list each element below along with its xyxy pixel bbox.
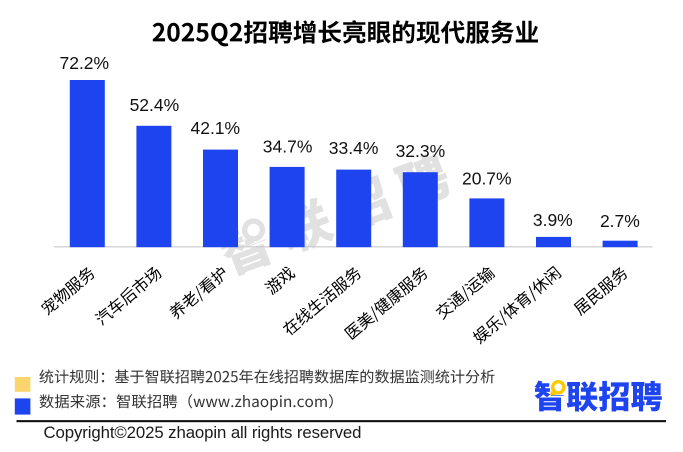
svg-text:34.7%: 34.7% [263,136,313,156]
svg-text:2.7%: 2.7% [600,211,640,231]
svg-text:Copyright©2025 zhaopin all rig: Copyright©2025 zhaopin all rights reserv… [44,423,362,442]
svg-text:72.2%: 72.2% [59,53,109,73]
svg-text:20.7%: 20.7% [462,169,512,189]
svg-text:33.4%: 33.4% [329,138,379,158]
svg-text:42.1%: 42.1% [190,118,240,138]
svg-text:32.3%: 32.3% [396,141,446,161]
svg-text:3.9%: 3.9% [533,210,573,230]
svg-text:52.4%: 52.4% [130,95,180,115]
